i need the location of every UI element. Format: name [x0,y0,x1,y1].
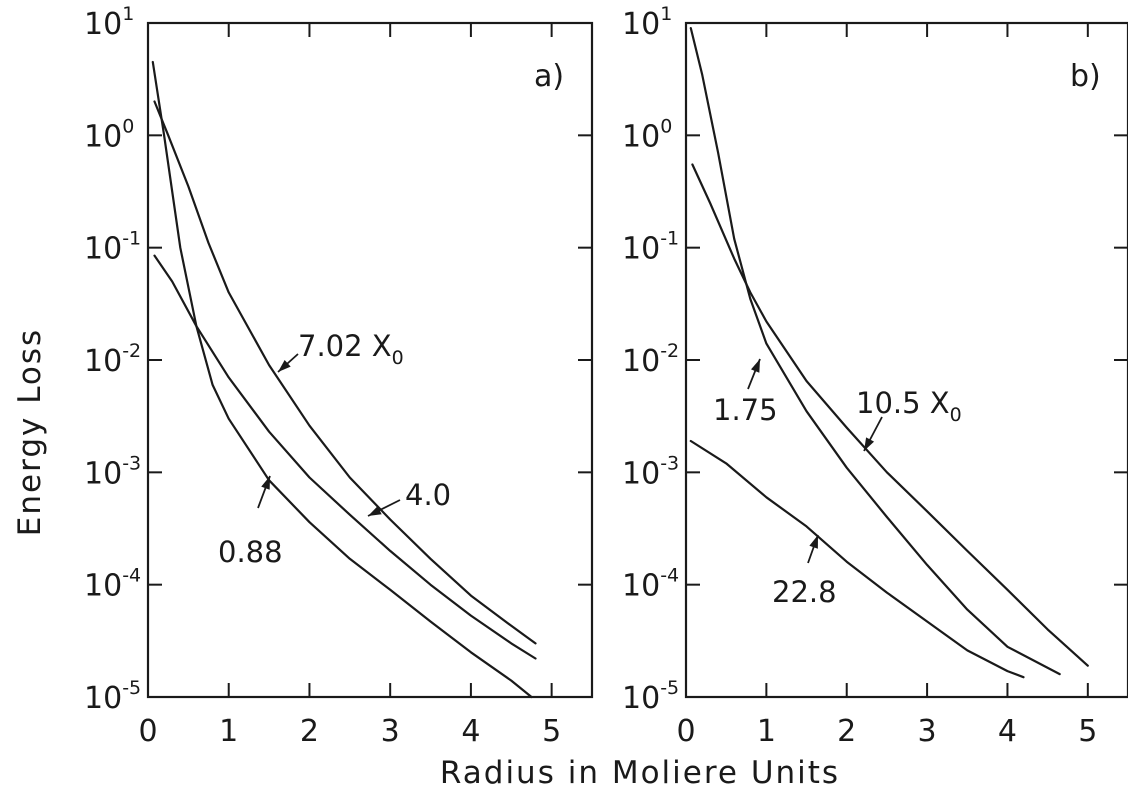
x-tick-label: 5 [1078,714,1097,749]
series-label: 7.02 X0 [298,329,404,369]
series-label: 22.8 [772,575,837,609]
y-tick-label: 10-3 [622,452,679,491]
y-tick-label: 10-3 [84,452,141,491]
y-tick-label: 100 [84,115,134,154]
y-tick-label: 10-4 [622,565,679,604]
arrowhead [750,359,760,373]
x-tick-label: 0 [676,714,695,749]
series-label: 0.88 [218,535,283,569]
series-line [691,163,1089,667]
series-line [689,439,1025,679]
x-axis-label: Radius in Moliere Units [440,755,840,791]
plot-frame [684,21,1128,699]
arrowhead [809,535,818,549]
x-tick-label: 1 [757,714,776,749]
series-label: 10.5 X0 [856,386,962,426]
y-tick-label: 10-1 [84,228,141,267]
arrowhead [864,437,875,451]
x-tick-label: 3 [918,714,937,749]
arrowhead [368,506,382,516]
x-tick-label: 4 [461,714,480,749]
y-tick-label: 101 [84,3,134,42]
arrowhead [278,359,291,372]
arrowhead [261,476,270,490]
x-tick-label: 1 [219,714,238,749]
series-line [151,60,533,699]
y-tick-label: 100 [622,115,672,154]
y-tick-label: 10-5 [622,677,679,716]
panel-b: 0 1 2 3 4 5 101 100 10-1 10-2 10-3 10-4 10-5 b) 10.5 X… [622,3,1128,749]
series-line [153,100,537,645]
y-tick-label: 10-2 [84,340,141,379]
series-line [689,27,1061,676]
x-tick-label: 0 [138,714,157,749]
x-tick-label: 2 [300,714,319,749]
panel-label: b) [1070,59,1101,94]
series-label: 4.0 [405,478,451,512]
x-tick-label: 5 [542,714,561,749]
y-tick-label: 10-4 [84,565,141,604]
y-tick-label: 10-5 [84,677,141,716]
x-tick-label: 2 [837,714,856,749]
y-tick-label: 10-2 [622,340,679,379]
series-line [153,254,537,660]
y-axis-label: Energy Loss [12,328,48,536]
x-tick-label: 4 [998,714,1017,749]
y-tick-label: 10-1 [622,228,679,267]
y-tick-label: 101 [622,3,672,42]
series-label: 1.75 [713,393,778,427]
panel-a: 0 1 2 3 4 5 101 100 10-1 10-2 10-3 10-4 10-5 a) 7.02 X… [84,3,594,749]
x-tick-label: 3 [381,714,400,749]
panel-label: a) [534,59,564,94]
